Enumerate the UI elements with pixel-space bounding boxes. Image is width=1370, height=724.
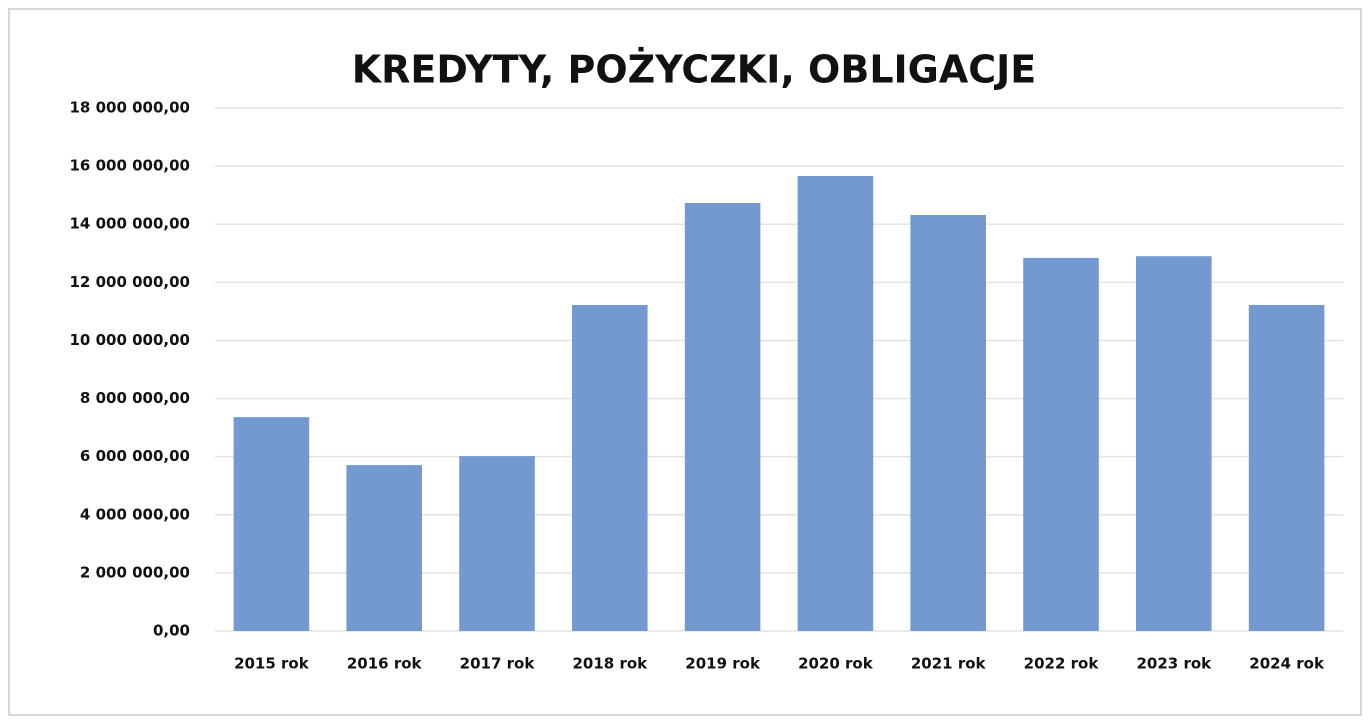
x-tick-label: 2017 rok (460, 655, 536, 673)
y-tick-label: 10 000 000,00 (69, 331, 190, 349)
x-tick-label: 2020 rok (798, 655, 874, 673)
bar (910, 214, 986, 631)
x-tick-label: 2023 rok (1136, 655, 1212, 673)
bar (459, 456, 535, 631)
y-tick-label: 4 000 000,00 (80, 505, 190, 523)
y-tick-label: 16 000 000,00 (69, 157, 190, 175)
y-tick-label: 6 000 000,00 (80, 447, 190, 465)
x-tick-label: 2022 rok (1024, 655, 1100, 673)
chart-title: KREDYTY, POŻYCZKI, OBLIGACJE (352, 48, 1037, 92)
y-tick-label: 0,00 (153, 622, 190, 640)
x-tick-label: 2019 rok (685, 655, 761, 673)
y-tick-label: 2 000 000,00 (80, 563, 190, 581)
x-tick-label: 2021 rok (911, 655, 987, 673)
bar (797, 175, 874, 632)
y-tick-label: 8 000 000,00 (80, 389, 190, 407)
bar (233, 417, 310, 631)
bar (572, 304, 648, 631)
bar (1023, 257, 1099, 631)
x-tick-label: 2024 rok (1249, 655, 1325, 673)
y-tick-label: 18 000 000,00 (69, 99, 190, 117)
bar (1248, 304, 1325, 631)
bar (1136, 256, 1212, 631)
x-tick-label: 2018 rok (572, 655, 648, 673)
y-tick-label: 12 000 000,00 (69, 273, 190, 291)
bar (346, 465, 422, 631)
x-tick-label: 2015 rok (234, 655, 310, 673)
y-tick-label: 14 000 000,00 (69, 215, 190, 233)
bar (684, 203, 761, 632)
x-tick-label: 2016 rok (347, 655, 423, 673)
